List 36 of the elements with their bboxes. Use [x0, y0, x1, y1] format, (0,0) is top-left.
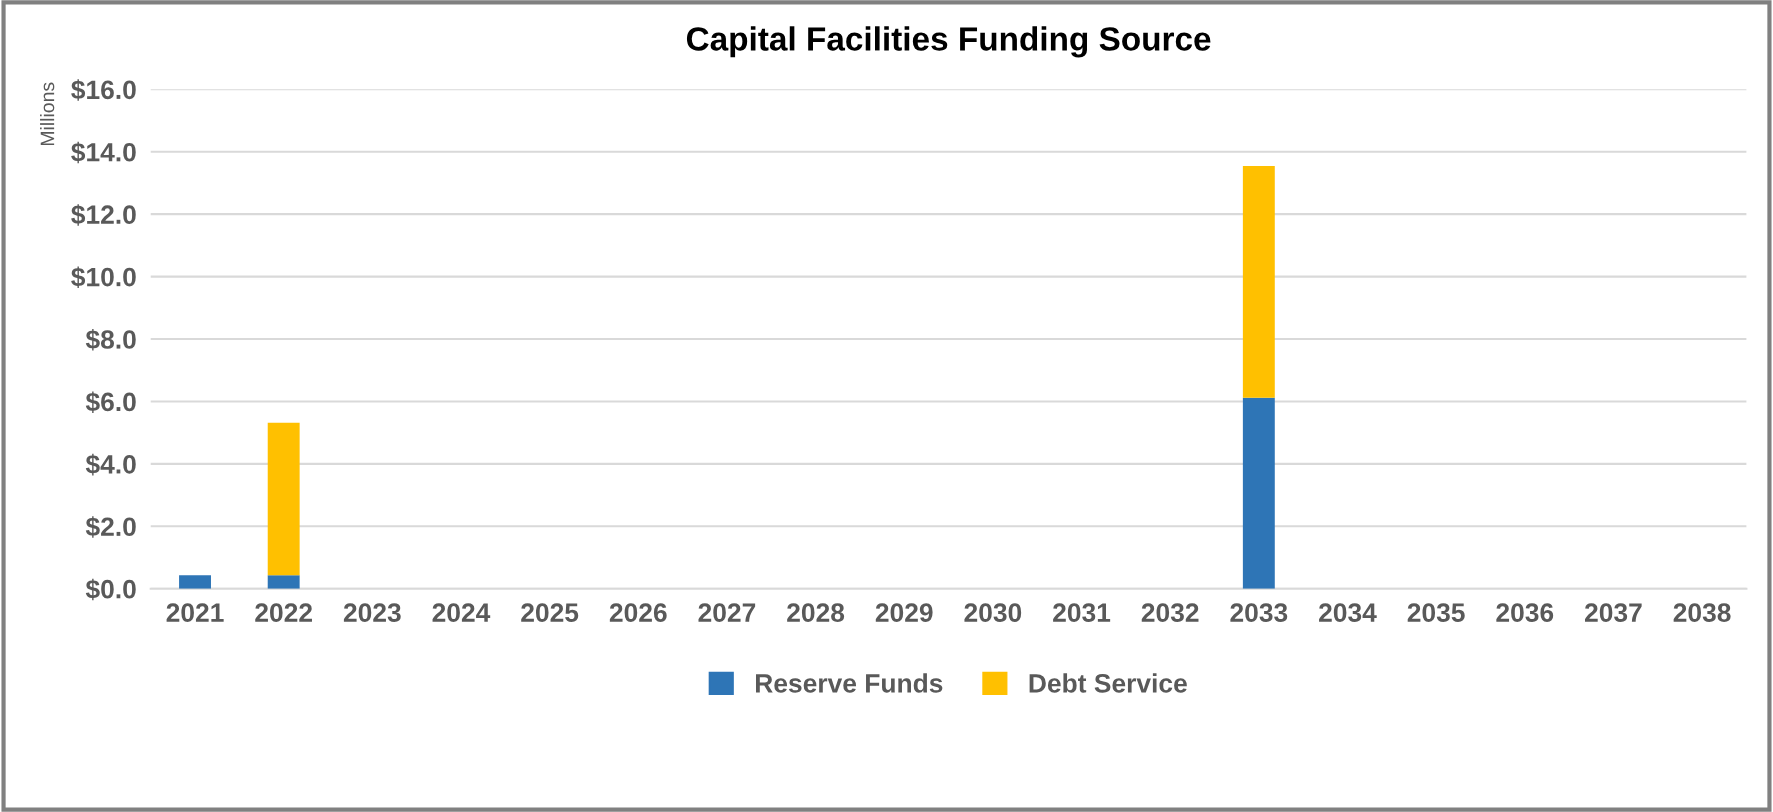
y-tick-label: $12.0 [71, 204, 136, 226]
bar [1242, 166, 1275, 398]
x-tick-label: 2037 [1585, 603, 1642, 623]
bar [179, 575, 211, 589]
x-tick-label: 2030 [964, 603, 1022, 623]
y-tick-label: $14.0 [71, 141, 136, 164]
x-tick-label: 2021 [166, 603, 224, 622]
x-tick-label: 2027 [698, 603, 756, 622]
y-tick-label: $2.0 [85, 516, 136, 538]
x-tick-label: 2025 [521, 603, 579, 622]
y-tick-label: $8.0 [85, 328, 136, 351]
chart-title: Capital Facilities Funding Source [686, 26, 1211, 58]
legend-label: Debt Service [1029, 673, 1187, 693]
x-tick-label: 2033 [1230, 603, 1288, 623]
bar [267, 575, 300, 589]
x-tick-label: 2026 [609, 603, 667, 622]
x-tick-label: 2029 [875, 603, 933, 622]
x-tick-label: 2032 [1141, 603, 1199, 623]
x-tick-label: 2035 [1407, 603, 1465, 623]
x-tick-label: 2028 [787, 603, 845, 622]
x-tick-label: 2031 [1053, 603, 1111, 623]
legend-label: Reserve Funds [756, 673, 943, 693]
bar [267, 422, 300, 576]
x-tick-label: 2036 [1496, 603, 1554, 623]
x-tick-label: 2034 [1319, 603, 1377, 623]
y-tick-label: $4.0 [85, 453, 136, 476]
x-tick-label: 2023 [343, 603, 401, 623]
y-tick-label: $0.0 [85, 578, 136, 601]
x-tick-label: 2022 [255, 603, 312, 622]
x-tick-label: 2024 [432, 603, 491, 622]
y-tick-label: $16.0 [71, 79, 136, 101]
x-tick-label: 2038 [1673, 603, 1731, 623]
y-tick-label: $6.0 [85, 391, 136, 413]
y-tick-label: $10.0 [71, 266, 136, 289]
bar [1242, 397, 1275, 589]
y-axis-title: Millions [40, 82, 55, 146]
